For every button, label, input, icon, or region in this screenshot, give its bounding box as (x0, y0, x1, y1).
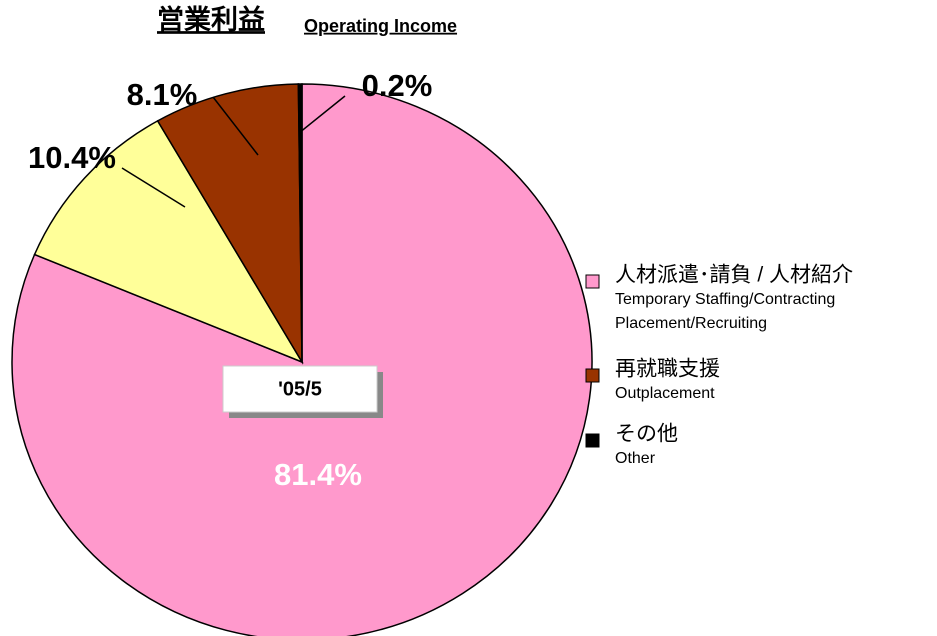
legend-label: 再就職支援 (615, 358, 720, 381)
pie-slice (156, 83, 303, 365)
data-label: 10.4% (28, 140, 116, 175)
legend-swatch (585, 274, 600, 289)
chart-title: 営業利益 (157, 4, 265, 35)
legend-sublabel: Placement/Recruiting (615, 315, 767, 332)
legend-label: その他 (615, 423, 678, 446)
legend-swatch (585, 433, 600, 448)
label-box (222, 365, 378, 413)
pie-slice (297, 83, 303, 363)
data-label: 8.1% (127, 77, 198, 112)
legend-sublabel: Other (615, 450, 656, 467)
pie: 81.4% 10.4% 8.1% 0.2% (11, 68, 593, 636)
pie-slice (11, 83, 593, 636)
data-label: 0.2% (362, 68, 433, 103)
legend-label: 人材派遣･請負 / 人材紹介 (615, 264, 853, 287)
legend-sublabel: Outplacement (615, 385, 715, 402)
pie-slice (33, 119, 304, 364)
leader-line (298, 95, 346, 134)
legend: 人材派遣･請負 / 人材紹介 Temporary Staffing/Contrac… (585, 264, 853, 467)
data-label: 81.4% (274, 457, 362, 492)
center-label: '05/5 (278, 378, 322, 400)
legend-sublabel: Temporary Staffing/Contracting (615, 291, 835, 308)
leader-line (212, 96, 259, 156)
leader-line (121, 167, 186, 208)
legend-swatch (585, 368, 600, 383)
chart-subtitle: Operating Income (304, 16, 457, 36)
